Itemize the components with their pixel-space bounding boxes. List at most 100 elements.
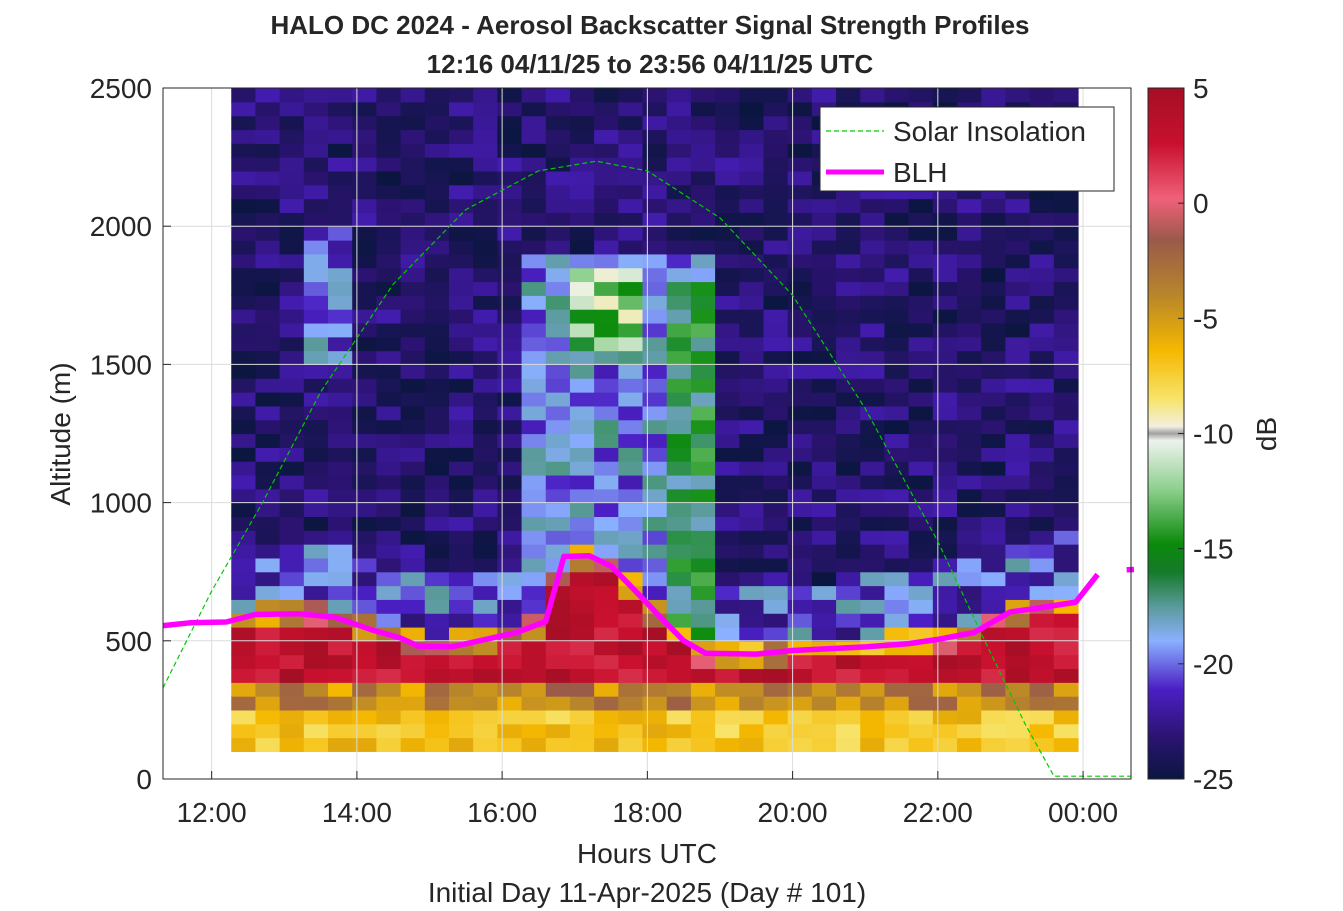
heatmap-cell xyxy=(1053,295,1079,310)
heatmap-cell xyxy=(448,350,474,365)
heatmap-cell xyxy=(884,253,910,269)
heatmap-cell xyxy=(497,461,523,476)
heatmap-cell xyxy=(642,419,668,435)
heatmap-cell xyxy=(1053,322,1079,338)
heatmap-cell xyxy=(1005,737,1031,752)
heatmap-cell xyxy=(739,544,765,559)
heatmap-cell xyxy=(279,447,305,462)
heatmap-cell xyxy=(328,170,353,186)
heatmap-cell xyxy=(618,198,644,213)
y-axis-label: Altitude (m) xyxy=(45,362,76,505)
heatmap-cell xyxy=(400,350,426,365)
heatmap-cell xyxy=(231,433,257,448)
heatmap-cell xyxy=(376,613,402,628)
colorbar-ticks: 50-5-10-15-20-25 xyxy=(1178,73,1233,795)
heatmap-cell xyxy=(1005,309,1031,324)
heatmap-cell xyxy=(860,516,886,531)
heatmap-cell xyxy=(303,226,329,241)
heatmap-cell xyxy=(763,696,789,711)
heatmap-cell xyxy=(884,723,910,739)
heatmap-cell xyxy=(231,544,257,559)
heatmap-cell xyxy=(473,737,498,752)
heatmap-cell xyxy=(836,350,861,365)
heatmap-cell xyxy=(1005,392,1031,407)
heatmap-cell xyxy=(908,212,934,227)
heatmap-cell xyxy=(352,599,378,614)
heatmap-cell xyxy=(908,571,934,587)
heatmap-cell xyxy=(884,474,910,490)
heatmap-cell xyxy=(400,613,426,628)
heatmap-cell xyxy=(1005,654,1031,670)
heatmap-cell xyxy=(1005,585,1031,600)
heatmap-cell xyxy=(860,696,886,711)
heatmap-cell xyxy=(569,364,595,379)
heatmap-cell xyxy=(448,101,474,117)
y-tick-label: 1500 xyxy=(90,349,152,380)
heatmap-cell xyxy=(981,530,1007,545)
heatmap-cell xyxy=(448,668,474,683)
heatmap-cell xyxy=(400,405,426,421)
heatmap-cell xyxy=(424,682,450,697)
heatmap-cell xyxy=(328,585,353,600)
heatmap-cell xyxy=(328,433,353,448)
heatmap-cell xyxy=(860,295,886,310)
heatmap-cell xyxy=(884,585,910,600)
heatmap-cell xyxy=(255,557,281,573)
heatmap-cell xyxy=(255,378,281,393)
heatmap-cell xyxy=(448,184,474,200)
heatmap-cell xyxy=(666,461,692,476)
heatmap-cell xyxy=(569,405,595,421)
heatmap-cell xyxy=(328,640,353,656)
heatmap-cell xyxy=(424,626,450,642)
heatmap-cell xyxy=(376,516,402,531)
heatmap-cell xyxy=(569,143,595,158)
heatmap-cell xyxy=(279,392,305,407)
heatmap-cell xyxy=(545,350,571,365)
heatmap-cell xyxy=(1053,696,1079,711)
heatmap-cell xyxy=(303,640,329,656)
heatmap-cell xyxy=(1053,419,1079,435)
heatmap-cell xyxy=(642,170,668,186)
heatmap-cell xyxy=(787,516,813,531)
heatmap-cell xyxy=(328,737,353,752)
heatmap-cell xyxy=(642,709,668,725)
heatmap-cell xyxy=(666,654,692,670)
heatmap-cell xyxy=(1029,336,1055,352)
heatmap-cell xyxy=(787,461,813,476)
heatmap-cell xyxy=(957,571,982,587)
heatmap-cell xyxy=(448,544,474,559)
heatmap-cell xyxy=(1005,240,1031,255)
heatmap-cell xyxy=(860,405,886,421)
heatmap-cell xyxy=(763,267,789,283)
heatmap-cell xyxy=(908,378,934,393)
heatmap-cell xyxy=(594,640,619,656)
heatmap-cell xyxy=(569,654,595,670)
heatmap-cell xyxy=(787,709,813,725)
heatmap-cell xyxy=(497,640,523,656)
heatmap-cell xyxy=(594,322,619,338)
heatmap-cell xyxy=(618,115,644,131)
heatmap-cell xyxy=(787,157,813,172)
heatmap-cell xyxy=(231,350,257,365)
heatmap-cell xyxy=(1005,613,1031,628)
heatmap-cell xyxy=(811,668,837,683)
heatmap-cell xyxy=(328,626,353,642)
heatmap-cell xyxy=(1005,544,1031,559)
heatmap-cell xyxy=(811,212,837,227)
heatmap-cell xyxy=(860,488,886,504)
heatmap-cell xyxy=(545,474,571,490)
heatmap-cell xyxy=(473,350,498,365)
heatmap-cell xyxy=(352,350,378,365)
heatmap-cell xyxy=(424,723,450,739)
heatmap-cell xyxy=(569,281,595,296)
heatmap-cell xyxy=(255,253,281,269)
heatmap-cell xyxy=(424,433,450,448)
heatmap-cell xyxy=(521,350,547,365)
heatmap-cell xyxy=(521,419,547,435)
heatmap-cell xyxy=(473,336,498,352)
heatmap-cell xyxy=(328,461,353,476)
heatmap-cell xyxy=(1029,696,1055,711)
heatmap-cell xyxy=(424,184,450,200)
heatmap-cell xyxy=(521,157,547,172)
heatmap-cell xyxy=(787,184,813,200)
